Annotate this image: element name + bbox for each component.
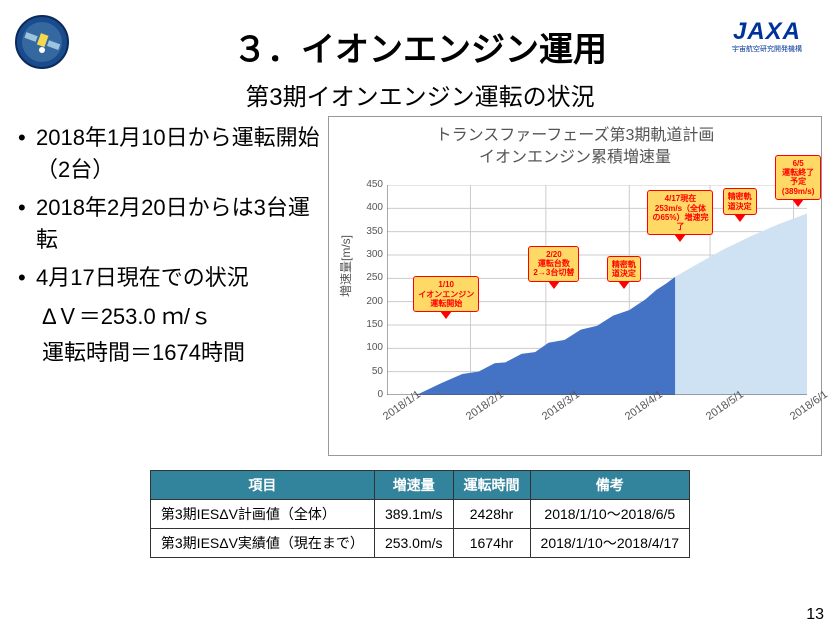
table-cell: 389.1m/s xyxy=(374,500,453,529)
chart-ytick: 200 xyxy=(361,296,383,307)
table-header-cell: 備考 xyxy=(530,471,690,500)
chart-ytick: 350 xyxy=(361,226,383,237)
chart-ytick: 400 xyxy=(361,202,383,213)
content-row: 2018年1月10日から運転開始（2台）2018年2月20日からは3台運転 4月1… xyxy=(0,110,840,456)
table-cell: 2428hr xyxy=(453,500,530,529)
chart-ytick: 250 xyxy=(361,272,383,283)
chart-ytick: 100 xyxy=(361,342,383,353)
chart-ytick: 300 xyxy=(361,249,383,260)
chart-callout: 4/17現在253m/s（全体の65%）増速完了 xyxy=(647,190,713,235)
bullet-item: 2018年2月20日からは3台運転 xyxy=(18,192,328,256)
chart-ytick: 0 xyxy=(361,389,383,400)
table-cell: 1674hr xyxy=(453,529,530,558)
chart-callout: 6/5運転終了予定(389m/s) xyxy=(775,155,821,200)
chart-callout: 1/10イオンエンジン運転開始 xyxy=(413,276,479,312)
chart-title-line1: トランスファーフェーズ第3期軌道計画 xyxy=(436,127,715,144)
jaxa-text: JAXA xyxy=(712,18,822,46)
bullet-item: 4月17日現在での状況 xyxy=(18,262,328,294)
page-subtitle: 第3期イオンエンジン運転の状況 xyxy=(0,77,840,112)
chart-callout: 精密軌道決定 xyxy=(607,256,641,282)
page-number: 13 xyxy=(806,606,824,624)
chart-callout: 2/20運転台数2→3台切替 xyxy=(528,246,579,282)
table-header-cell: 項目 xyxy=(150,471,374,500)
table-row: 第3期IESΔV実績値（現在まで）253.0m/s1674hr2018/1/10… xyxy=(150,529,689,558)
table-cell: 253.0m/s xyxy=(374,529,453,558)
chart-ytick: 50 xyxy=(361,366,383,377)
bullet-item: 2018年1月10日から運転開始（2台） xyxy=(18,122,328,186)
bullet-sub: 運転時間＝1674時間 xyxy=(18,335,328,370)
header: JAXA 宇宙航空研究開発機構 ３．イオンエンジン運用 第3期イオンエンジン運転… xyxy=(0,0,840,110)
chart-ylabel: 増速量[m/s] xyxy=(337,235,354,297)
table-cell: 第3期IESΔV実績値（現在まで） xyxy=(150,529,374,558)
bullet-list: 2018年1月10日から運転開始（2台）2018年2月20日からは3台運転 4月1… xyxy=(18,116,328,456)
chart-ytick: 150 xyxy=(361,319,383,330)
table-cell: 2018/1/10～2018/6/5 xyxy=(530,500,690,529)
chart-ytick: 450 xyxy=(361,179,383,190)
table-cell: 第3期IESΔV計画値（全体） xyxy=(150,500,374,529)
bullet-sub: ΔＶ＝253.0 ｍ/ｓ xyxy=(18,299,328,334)
table-cell: 2018/1/10～2018/4/17 xyxy=(530,529,690,558)
table-body: 第3期IESΔV計画値（全体）389.1m/s2428hr2018/1/10～2… xyxy=(150,500,689,558)
jaxa-subtitle: 宇宙航空研究開発機構 xyxy=(712,44,822,54)
table-header-row: 項目増速量運転時間備考 xyxy=(150,471,689,500)
chart-title: トランスファーフェーズ第3期軌道計画 イオンエンジン累積増速量 xyxy=(329,117,821,168)
chart-title-line2: イオンエンジン累積増速量 xyxy=(479,149,671,166)
table-header-cell: 運転時間 xyxy=(453,471,530,500)
table-row: 第3期IESΔV計画値（全体）389.1m/s2428hr2018/1/10～2… xyxy=(150,500,689,529)
mission-badge-icon xyxy=(12,12,72,72)
data-table: 項目増速量運転時間備考 第3期IESΔV計画値（全体）389.1m/s2428h… xyxy=(150,470,690,558)
table-header-cell: 増速量 xyxy=(374,471,453,500)
chart-container: トランスファーフェーズ第3期軌道計画 イオンエンジン累積増速量 増速量[m/s]… xyxy=(328,116,822,456)
jaxa-logo: JAXA 宇宙航空研究開発機構 xyxy=(712,18,822,54)
chart-callout: 精密軌道決定 xyxy=(723,188,757,214)
